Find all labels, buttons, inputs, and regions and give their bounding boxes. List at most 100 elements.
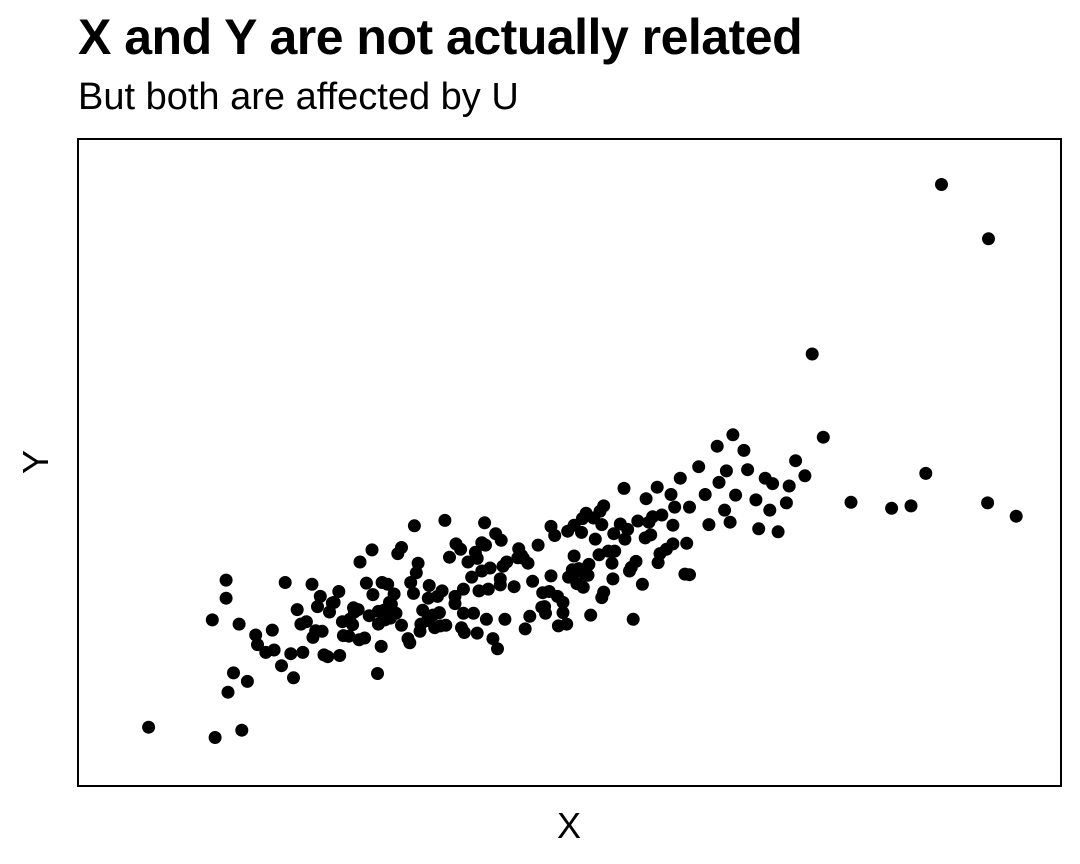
scatter-point [498,612,512,626]
scatter-point [296,645,310,659]
scatter-point [584,608,598,622]
scatter-point [208,731,222,744]
plot-frame [77,138,1062,787]
y-axis-label: Y [15,450,56,474]
scatter-point [621,522,635,536]
scatter-point [416,603,430,617]
scatter-point [507,580,521,594]
scatter-point [475,536,489,550]
scatter-point [491,642,504,656]
scatter-point [668,500,682,514]
scatter-point [235,723,249,737]
scatter-point [374,639,388,653]
scatter-point [805,347,819,361]
scatter-point [982,232,995,246]
scatter-point [919,466,933,480]
scatter-point [359,576,373,590]
scatter-point [435,584,449,598]
scatter-point [275,659,288,673]
scatter-point [631,514,645,528]
scatter-point [581,568,595,582]
scatter-point [698,488,712,501]
scatter-point [489,527,503,541]
scatter-point [579,506,593,520]
scatter-point [639,492,653,506]
scatter-point [395,618,408,632]
scatter-point [227,666,240,680]
points-layer [142,178,1023,744]
scatter-point [904,499,918,513]
scatter-point [407,519,421,533]
scatter-point [523,609,537,623]
scatter-point [479,612,493,626]
scatter-point [556,606,570,620]
scatter-point [438,513,452,527]
scatter-point [771,525,785,539]
scatter-point [683,568,696,582]
scatter-point [221,685,235,699]
scatter-point [455,621,468,635]
scatter-point [299,615,313,629]
scatter-point [219,573,233,587]
scatter-point [475,564,489,578]
scatter-point [287,671,300,685]
scatter-point [249,628,263,642]
scatter-point [539,606,552,620]
scatter-point [449,537,463,551]
scatter-point [332,585,346,598]
scatter-point [305,577,319,591]
scatter-point [362,609,376,623]
scatter-point [789,454,803,468]
scatter-point [655,508,669,522]
scatter-point [461,555,475,569]
scatter-point [366,588,380,602]
scatter-point [626,612,640,626]
chart-subtitle: But both are affected by U [78,76,519,118]
scatter-point [608,544,622,558]
scatter-point [1009,509,1023,523]
scatter-point [467,606,480,620]
scatter-point [526,574,540,588]
scatter-point [422,579,436,592]
scatter-point [741,463,755,477]
scatter-point [556,595,570,609]
scatter-point [623,564,636,578]
scatter-point [644,528,658,542]
scatter-point [567,549,581,563]
scatter-point [588,532,602,546]
scatter-point [710,439,724,453]
scatter-point [935,178,948,191]
scatter-point [219,591,233,605]
scatter-point [478,516,492,530]
scatter-point [468,545,482,559]
scatter-point [651,556,665,570]
scatter-point [816,430,830,444]
scatter-point [265,623,279,637]
scatter-point [389,606,403,620]
scatter-point [576,580,590,594]
scatter-point [365,543,379,557]
scatter-point [432,606,446,620]
scatter-point [729,488,743,502]
scatter-point [240,674,254,688]
scatter-point [595,518,609,532]
scatter-point [403,636,417,650]
scatter-point [251,638,264,652]
x-axis-label: X [557,805,581,846]
scatter-point [726,428,740,442]
scatter-point [411,556,425,570]
scatter-point [232,617,246,631]
scatter-point [531,538,545,552]
scatter-point [142,720,156,734]
scatter-point [347,601,360,615]
scatter-point [358,631,372,645]
scatter-point [766,477,780,491]
scatter-point [278,576,292,589]
scatter-point [284,647,298,661]
scatter-point [981,496,995,510]
scatter-point [692,460,706,474]
scatter-point [719,464,733,478]
scatter-point [885,501,899,515]
scatter-point [309,624,323,638]
scatter-point [597,499,611,513]
